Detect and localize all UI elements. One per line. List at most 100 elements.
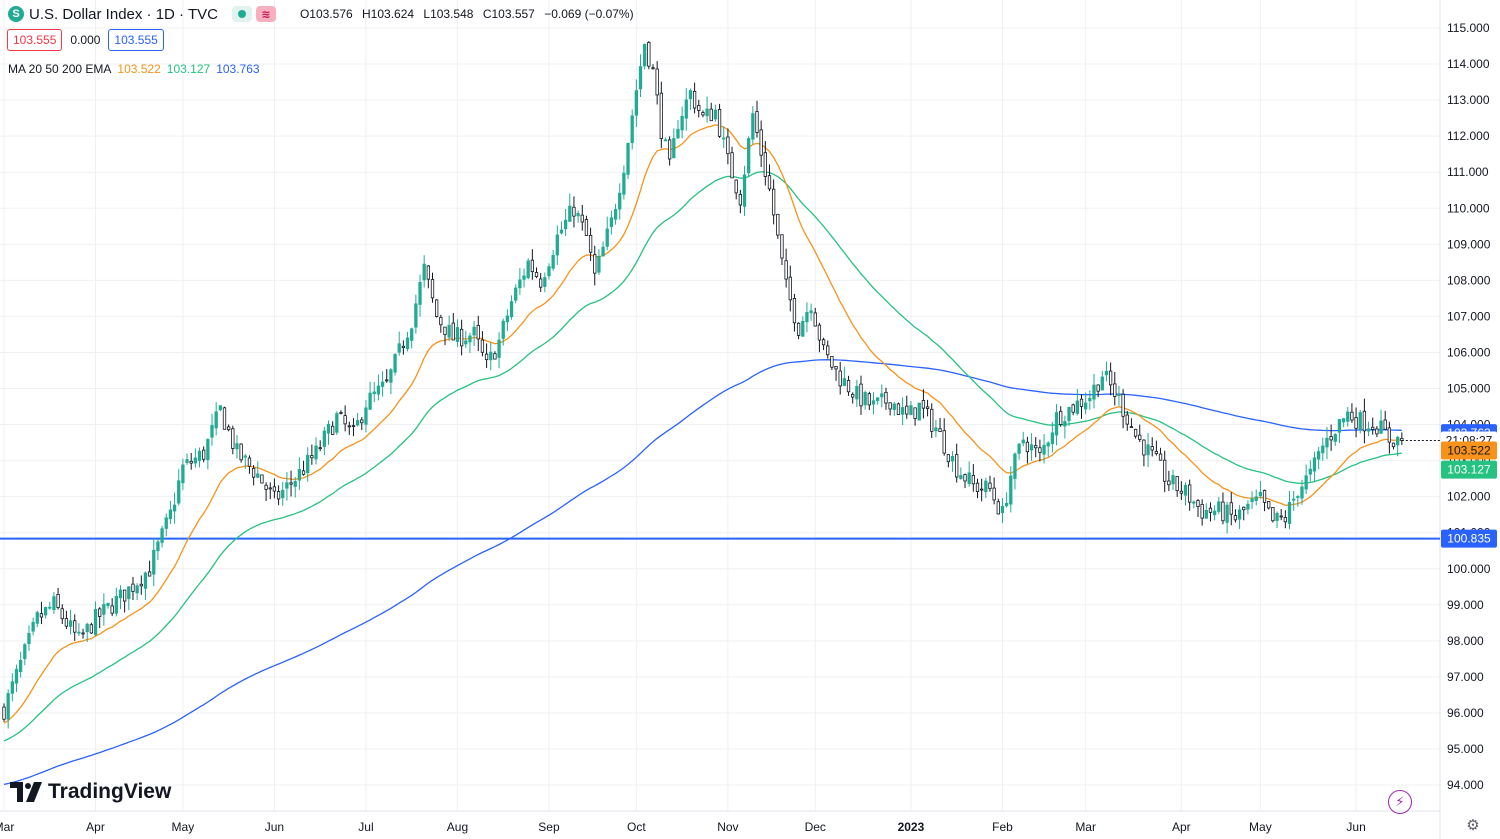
y-tick-label: 102.000 [1447,490,1491,504]
candle [1188,484,1192,503]
candle [1013,453,1017,479]
x-tick-label: Mar [1075,820,1096,834]
candle [738,194,743,206]
delayed-data-icon[interactable]: ≋ [255,6,276,22]
candle [1242,506,1246,511]
candle [389,369,393,383]
candle [613,209,618,220]
candle [942,430,946,454]
candle [281,489,285,499]
candle [1167,480,1171,486]
candle [193,457,198,464]
support-line-tag-bg [1441,529,1497,548]
indicator-legend[interactable]: MA 20 50 200 EMA 103.522 103.127 103.763 [8,62,266,76]
candle [289,482,293,485]
lightning-icon[interactable]: ⚡ [1388,790,1412,814]
candle [268,487,272,490]
candle [160,528,164,543]
price-tag: 103.522 [1441,441,1497,460]
candle [260,474,264,484]
candle [310,455,314,459]
change-value: −0.069 (−0.07%) [544,7,634,21]
candle [276,491,281,500]
tradingview-logo[interactable]: TradingView [10,780,171,804]
candle [950,456,955,462]
candle [742,174,747,207]
candle [31,621,35,632]
candle [555,234,559,256]
candle [177,480,181,504]
candle [1283,517,1288,523]
price-tag-text: 103.127 [1447,463,1491,477]
candle [1362,410,1367,432]
candle [838,370,842,387]
candle [335,413,339,433]
candle [1254,496,1258,502]
candle [464,340,468,345]
candle [272,486,277,492]
x-tick-label: May [172,820,195,834]
candle [497,339,501,358]
candle [1262,490,1267,503]
candle [980,488,984,491]
candle [1321,445,1325,454]
candle [1108,370,1113,386]
y-tick-label: 100.000 [1447,562,1491,576]
candle [1212,510,1217,516]
settings-gear-icon[interactable]: ⚙ [1466,817,1480,834]
candle [27,632,31,645]
candle [6,693,10,720]
y-tick-label: 97.000 [1447,670,1484,684]
candle [651,67,655,70]
candle [618,192,622,210]
candle [805,312,809,323]
y-tick-label: 111.000 [1447,165,1489,179]
sell-button[interactable]: 103.555 [7,29,63,51]
indicator-label: MA 20 50 200 EMA [8,62,112,76]
candle [771,188,776,216]
buy-button[interactable]: 103.555 [108,29,164,51]
y-tick-label: 114.000 [1447,57,1490,71]
candle [967,472,971,484]
candle [638,66,643,90]
candle [859,383,863,407]
price-tag: 103.127 [1441,460,1497,479]
candle [1142,439,1146,456]
candle [122,589,127,602]
ohlc-values: O103.576 H103.624 L103.548 C103.557 −0.0… [300,7,640,21]
candle [1038,447,1042,453]
y-tick-label: 112.000 [1447,129,1490,143]
candle [1046,442,1050,447]
candle [98,608,102,617]
candle [243,455,247,458]
candle [1366,428,1371,432]
y-tick-label: 109.000 [1447,237,1491,251]
candle [622,172,626,195]
candle [39,613,44,618]
candle [1175,476,1179,492]
x-tick-label: Oct [627,820,646,834]
symbol-title[interactable]: U.S. Dollar Index · 1D · TVC [29,5,218,23]
candle [355,420,360,426]
candle [1100,376,1104,391]
candle [626,142,630,175]
candle [372,391,376,395]
candle [35,612,39,624]
y-tick-label: 115.000 [1447,21,1490,35]
candle [64,618,69,627]
candle [306,454,310,474]
candle [734,179,738,194]
candle [110,605,114,614]
market-status-icon[interactable] [231,6,252,22]
candle [472,326,476,336]
candle [393,353,397,373]
candle [992,487,996,501]
candle [896,403,901,415]
candle [218,405,222,411]
candle [559,229,564,234]
candle [1092,384,1096,400]
candle [131,583,135,592]
candle [846,380,851,393]
x-tick-label: Jun [1346,820,1365,834]
